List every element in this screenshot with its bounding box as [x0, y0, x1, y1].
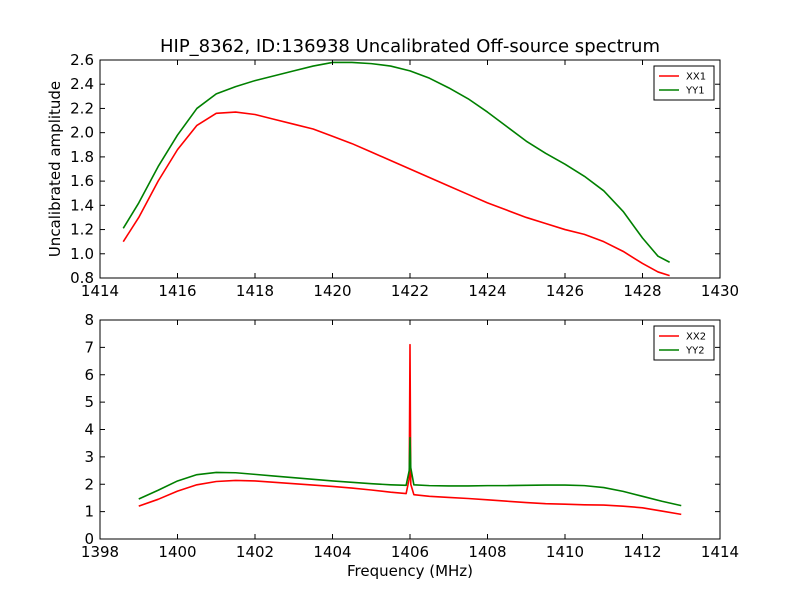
top-y-axis-label: Uncalibrated amplitude	[46, 81, 64, 257]
top-legend-box	[653, 65, 715, 101]
bottom-y-tick-label: 6	[84, 366, 94, 384]
top-y-tick-label: 2.0	[70, 124, 94, 142]
top-chart: 1414 1416 1418 1420 1422 1424 1426 1428 1430 0.8 1…	[46, 51, 739, 300]
bottom-x-tick-label: 1404	[313, 543, 351, 561]
bottom-x-tick-label: 1414	[701, 543, 739, 561]
bottom-series-yy2-line	[138, 436, 682, 507]
top-x-tick-label: 1418	[236, 282, 274, 300]
top-x-tick-label: 1430	[701, 282, 739, 300]
bottom-x-tick-label: 1412	[623, 543, 661, 561]
bottom-y-tick-label: 3	[84, 448, 94, 466]
bottom-legend-box	[653, 325, 715, 361]
bottom-series-xx2-line	[138, 343, 682, 516]
bottom-legend-label-yy2: YY2	[685, 346, 705, 357]
top-y-tick-label: 1.0	[70, 245, 94, 263]
top-x-tick-label: 1414	[81, 282, 119, 300]
top-x-tick-label: 1426	[546, 282, 584, 300]
top-x-tick-label: 1428	[623, 282, 661, 300]
bottom-x-tick-label: 1398	[81, 543, 119, 561]
chart-title: HIP_8362, ID:136938 Uncalibrated Off-sou…	[160, 36, 660, 57]
bottom-y-tick-label: 8	[84, 311, 94, 329]
bottom-legend-label-xx2: XX2	[686, 332, 706, 343]
bottom-y-tick-label: 5	[84, 393, 94, 411]
bottom-y-tick-label: 1	[84, 503, 94, 521]
top-series-xx1-line	[122, 111, 670, 277]
bottom-x-tick-label: 1406	[391, 543, 429, 561]
bottom-x-tick-label: 1410	[546, 543, 584, 561]
top-x-tick-label: 1422	[391, 282, 429, 300]
top-y-tick-label: 1.6	[70, 172, 94, 190]
bottom-x-tick-label: 1402	[236, 543, 274, 561]
top-y-tick-label: 2.4	[70, 75, 94, 93]
bottom-x-tick-label: 1408	[468, 543, 506, 561]
top-x-tick-label: 1424	[468, 282, 506, 300]
top-x-tick-label: 1420	[313, 282, 351, 300]
bottom-y-tick-label: 4	[84, 421, 94, 439]
top-y-tick-label: 2.6	[70, 51, 94, 69]
bottom-y-tick-label: 0	[84, 530, 94, 548]
top-y-tick-label: 1.4	[70, 196, 94, 214]
bottom-y-tick-label: 2	[84, 475, 94, 493]
bottom-x-tick-label: 1400	[158, 543, 196, 561]
top-y-tick-label: 0.8	[70, 269, 94, 287]
top-y-tick-label: 1.2	[70, 221, 94, 239]
top-series-yy1-line	[122, 61, 670, 263]
top-y-tick-label: 2.2	[70, 99, 94, 117]
top-y-tick-label: 1.8	[70, 148, 94, 166]
bottom-x-axis-label: Frequency (MHz)	[347, 562, 473, 580]
bottom-chart: 1398 1400 1402 1404 1406 1408 1410 1412 1414 0 1 2 3…	[81, 311, 739, 580]
top-x-tick-label: 1416	[158, 282, 196, 300]
top-legend-label-yy1: YY1	[685, 86, 705, 97]
bottom-y-tick-label: 7	[84, 338, 94, 356]
top-legend-label-xx1: XX1	[686, 72, 706, 83]
